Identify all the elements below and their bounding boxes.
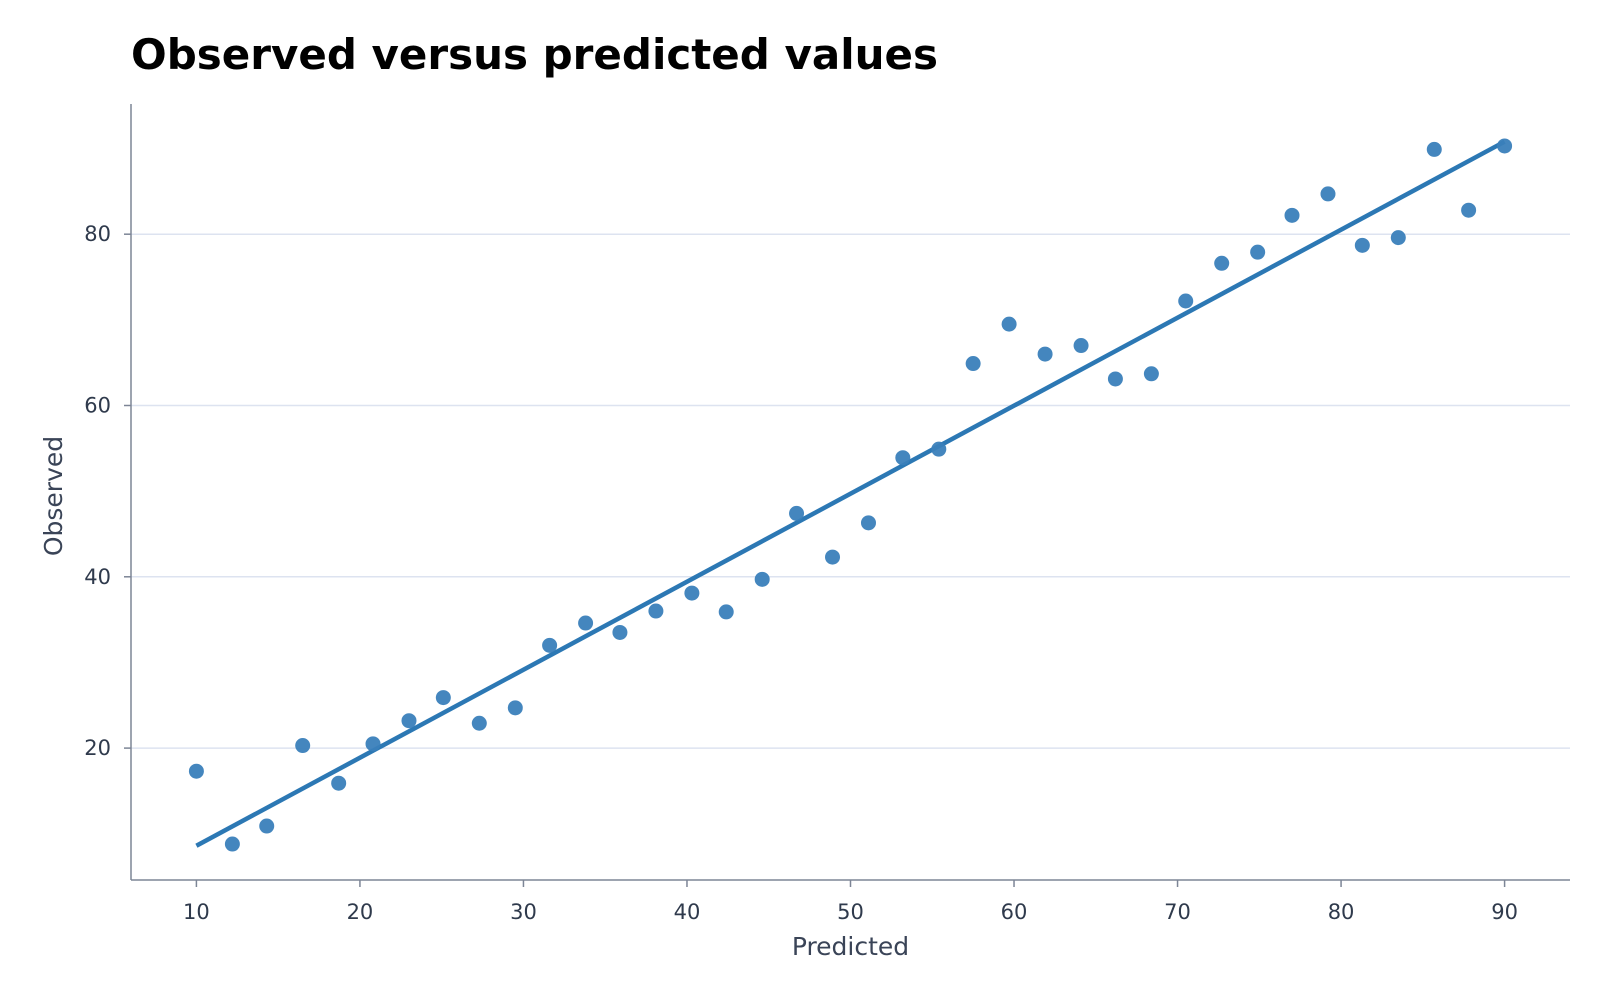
data-point-37 [1497,138,1513,154]
data-point-11 [578,615,594,631]
y-tick-label-60: 60 [84,393,111,417]
x-tick-label-80: 80 [1328,900,1355,924]
data-point-26 [1107,371,1123,387]
x-tick-label-50: 50 [837,900,864,924]
data-point-7 [435,690,451,706]
data-point-31 [1284,207,1300,223]
y-tick-label-80: 80 [84,222,111,246]
data-point-4 [331,775,347,791]
data-point-19 [860,515,876,531]
data-point-33 [1354,237,1370,253]
x-axis-label: Predicted [792,932,909,961]
data-point-14 [684,585,700,601]
data-point-15 [718,604,734,620]
data-point-21 [931,441,947,457]
data-point-10 [542,637,558,653]
x-tick-label-10: 10 [183,900,210,924]
data-point-36 [1461,202,1477,218]
y-axis-label: Observed [39,436,68,556]
data-point-13 [648,603,664,619]
data-point-17 [789,505,805,521]
data-point-32 [1320,186,1336,202]
data-point-18 [825,549,841,565]
x-tick-label-60: 60 [1001,900,1028,924]
x-tick-label-90: 90 [1491,900,1518,924]
data-point-35 [1426,141,1442,157]
y-tick-label-40: 40 [84,565,111,589]
fit-line [195,139,1506,848]
x-tick-label-20: 20 [347,900,374,924]
x-tick-label-30: 30 [510,900,537,924]
x-tick-label-70: 70 [1164,900,1191,924]
data-point-3 [295,738,311,754]
data-point-0 [188,763,204,779]
data-point-8 [471,715,487,731]
data-point-30 [1250,244,1266,260]
chart-title: Observed versus predicted values [131,30,938,79]
data-point-28 [1178,293,1194,309]
data-point-22 [965,356,981,372]
data-point-23 [1001,316,1017,332]
data-point-29 [1214,255,1230,271]
data-point-20 [895,450,911,466]
x-tick-label-40: 40 [674,900,701,924]
data-point-16 [754,571,770,587]
data-point-34 [1390,230,1406,246]
data-point-12 [612,624,628,640]
data-point-1 [224,836,240,852]
data-point-24 [1037,346,1053,362]
data-point-2 [259,818,275,834]
data-point-6 [401,713,417,729]
data-point-27 [1143,366,1159,382]
data-point-25 [1073,338,1089,354]
data-point-5 [365,736,381,752]
y-tick-label-20: 20 [84,736,111,760]
data-point-9 [507,700,523,716]
